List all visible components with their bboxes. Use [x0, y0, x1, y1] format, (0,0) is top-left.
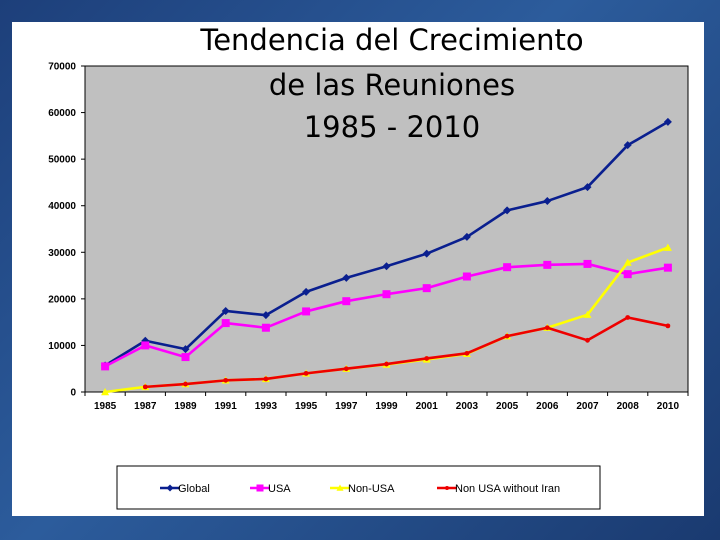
y-axis-ticks: 0 10000 20000 30000 40000 50000 60000 70000 [48, 62, 85, 399]
x-tick-label: 1993 [255, 401, 278, 412]
data-point [663, 117, 672, 126]
x-tick-label: 2005 [496, 401, 519, 412]
data-point [544, 325, 550, 331]
data-point [221, 306, 230, 315]
x-tick-label: 1999 [375, 401, 398, 412]
series-global [101, 117, 672, 370]
data-point [263, 376, 269, 382]
data-point [384, 361, 389, 367]
data-point [302, 287, 311, 296]
chart-title-line-3: 1985 - 2010 [303, 110, 481, 144]
data-point [504, 333, 510, 339]
data-point [623, 270, 632, 279]
data-point [543, 197, 552, 206]
x-tick-label: 2003 [456, 401, 479, 412]
data-point [261, 311, 270, 320]
x-tick-label: 2008 [617, 401, 640, 412]
data-point [183, 381, 188, 387]
legend-box [116, 465, 601, 510]
data-point [422, 284, 431, 293]
data-point [503, 206, 512, 215]
y-tick-label: 60000 [48, 108, 76, 119]
x-tick-label: 1985 [94, 401, 117, 412]
data-point [543, 260, 552, 269]
data-point [623, 141, 632, 150]
x-tick-label: 1991 [215, 401, 238, 412]
data-point [181, 353, 190, 362]
plot-area [84, 65, 689, 393]
x-tick-label: 1997 [335, 401, 358, 412]
data-point [261, 323, 270, 332]
y-tick-label: 30000 [48, 248, 76, 259]
legend-item: USA [250, 483, 291, 495]
chart-title-line-1: Tendencia del Crecimiento [200, 23, 584, 57]
data-point [343, 366, 349, 372]
data-point [665, 323, 671, 329]
x-tick-label: 2010 [657, 401, 680, 412]
legend-swatch-marker [445, 486, 449, 490]
series-group [101, 117, 672, 396]
data-point [142, 384, 148, 390]
series-line [145, 316, 669, 389]
legend-item: Non-USA [330, 483, 395, 495]
legend-swatch-marker [166, 484, 174, 492]
series-non-usa-without-iran [142, 315, 671, 390]
x-tick-label: 2007 [576, 401, 599, 412]
y-tick-label: 0 [70, 388, 76, 399]
legend-item: Non USA without Iran [437, 483, 560, 495]
y-tick-label: 40000 [48, 201, 76, 212]
x-axis-ticks: 1985 1987 1989 1991 1993 1995 1997 1999 2001 2003… [84, 392, 689, 412]
data-point [663, 243, 672, 251]
chart-title-line-2: de las Reuniones [268, 68, 516, 102]
data-point [583, 259, 592, 268]
data-point [464, 350, 470, 356]
data-point [382, 262, 391, 271]
data-point [141, 341, 150, 350]
legend-swatch-marker [336, 484, 344, 491]
data-point [221, 319, 230, 328]
series-usa [101, 259, 672, 371]
data-point [583, 310, 592, 318]
line-chart: 0 10000 20000 30000 40000 50000 60000 70000 198… [48, 62, 689, 510]
slide: 0 10000 20000 30000 40000 50000 60000 70000 198… [12, 22, 704, 516]
y-tick-label: 70000 [48, 62, 76, 73]
data-point [583, 183, 592, 192]
x-tick-label: 2006 [536, 401, 559, 412]
data-point [101, 362, 110, 371]
legend: Global USA Non-USA Non USA without Iran [116, 465, 601, 510]
data-point [462, 232, 471, 241]
data-point [462, 272, 471, 281]
x-tick-label: 1987 [134, 401, 157, 412]
data-point [223, 377, 229, 383]
data-point [303, 370, 309, 376]
data-point [424, 356, 430, 361]
data-point [625, 315, 631, 320]
legend-label: Non USA without Iran [455, 483, 560, 495]
legend-label: Non-USA [348, 483, 395, 495]
data-point [585, 337, 590, 343]
data-point [422, 249, 431, 258]
data-point [382, 290, 391, 299]
y-tick-label: 50000 [48, 155, 76, 166]
data-point [503, 263, 512, 272]
x-tick-label: 2001 [416, 401, 439, 412]
legend-item: Global [160, 483, 210, 495]
data-point [181, 345, 190, 354]
data-point [342, 273, 351, 282]
y-tick-label: 10000 [48, 341, 76, 352]
x-tick-label: 1995 [295, 401, 318, 412]
data-point [623, 258, 632, 266]
data-point [663, 263, 672, 272]
x-tick-label: 1989 [174, 401, 197, 412]
data-point [302, 307, 311, 316]
legend-label: Global [178, 483, 210, 495]
data-point [101, 388, 110, 396]
legend-label: USA [268, 483, 291, 495]
legend-swatch-marker [256, 484, 264, 492]
y-tick-label: 20000 [48, 294, 76, 305]
data-point [342, 297, 351, 306]
